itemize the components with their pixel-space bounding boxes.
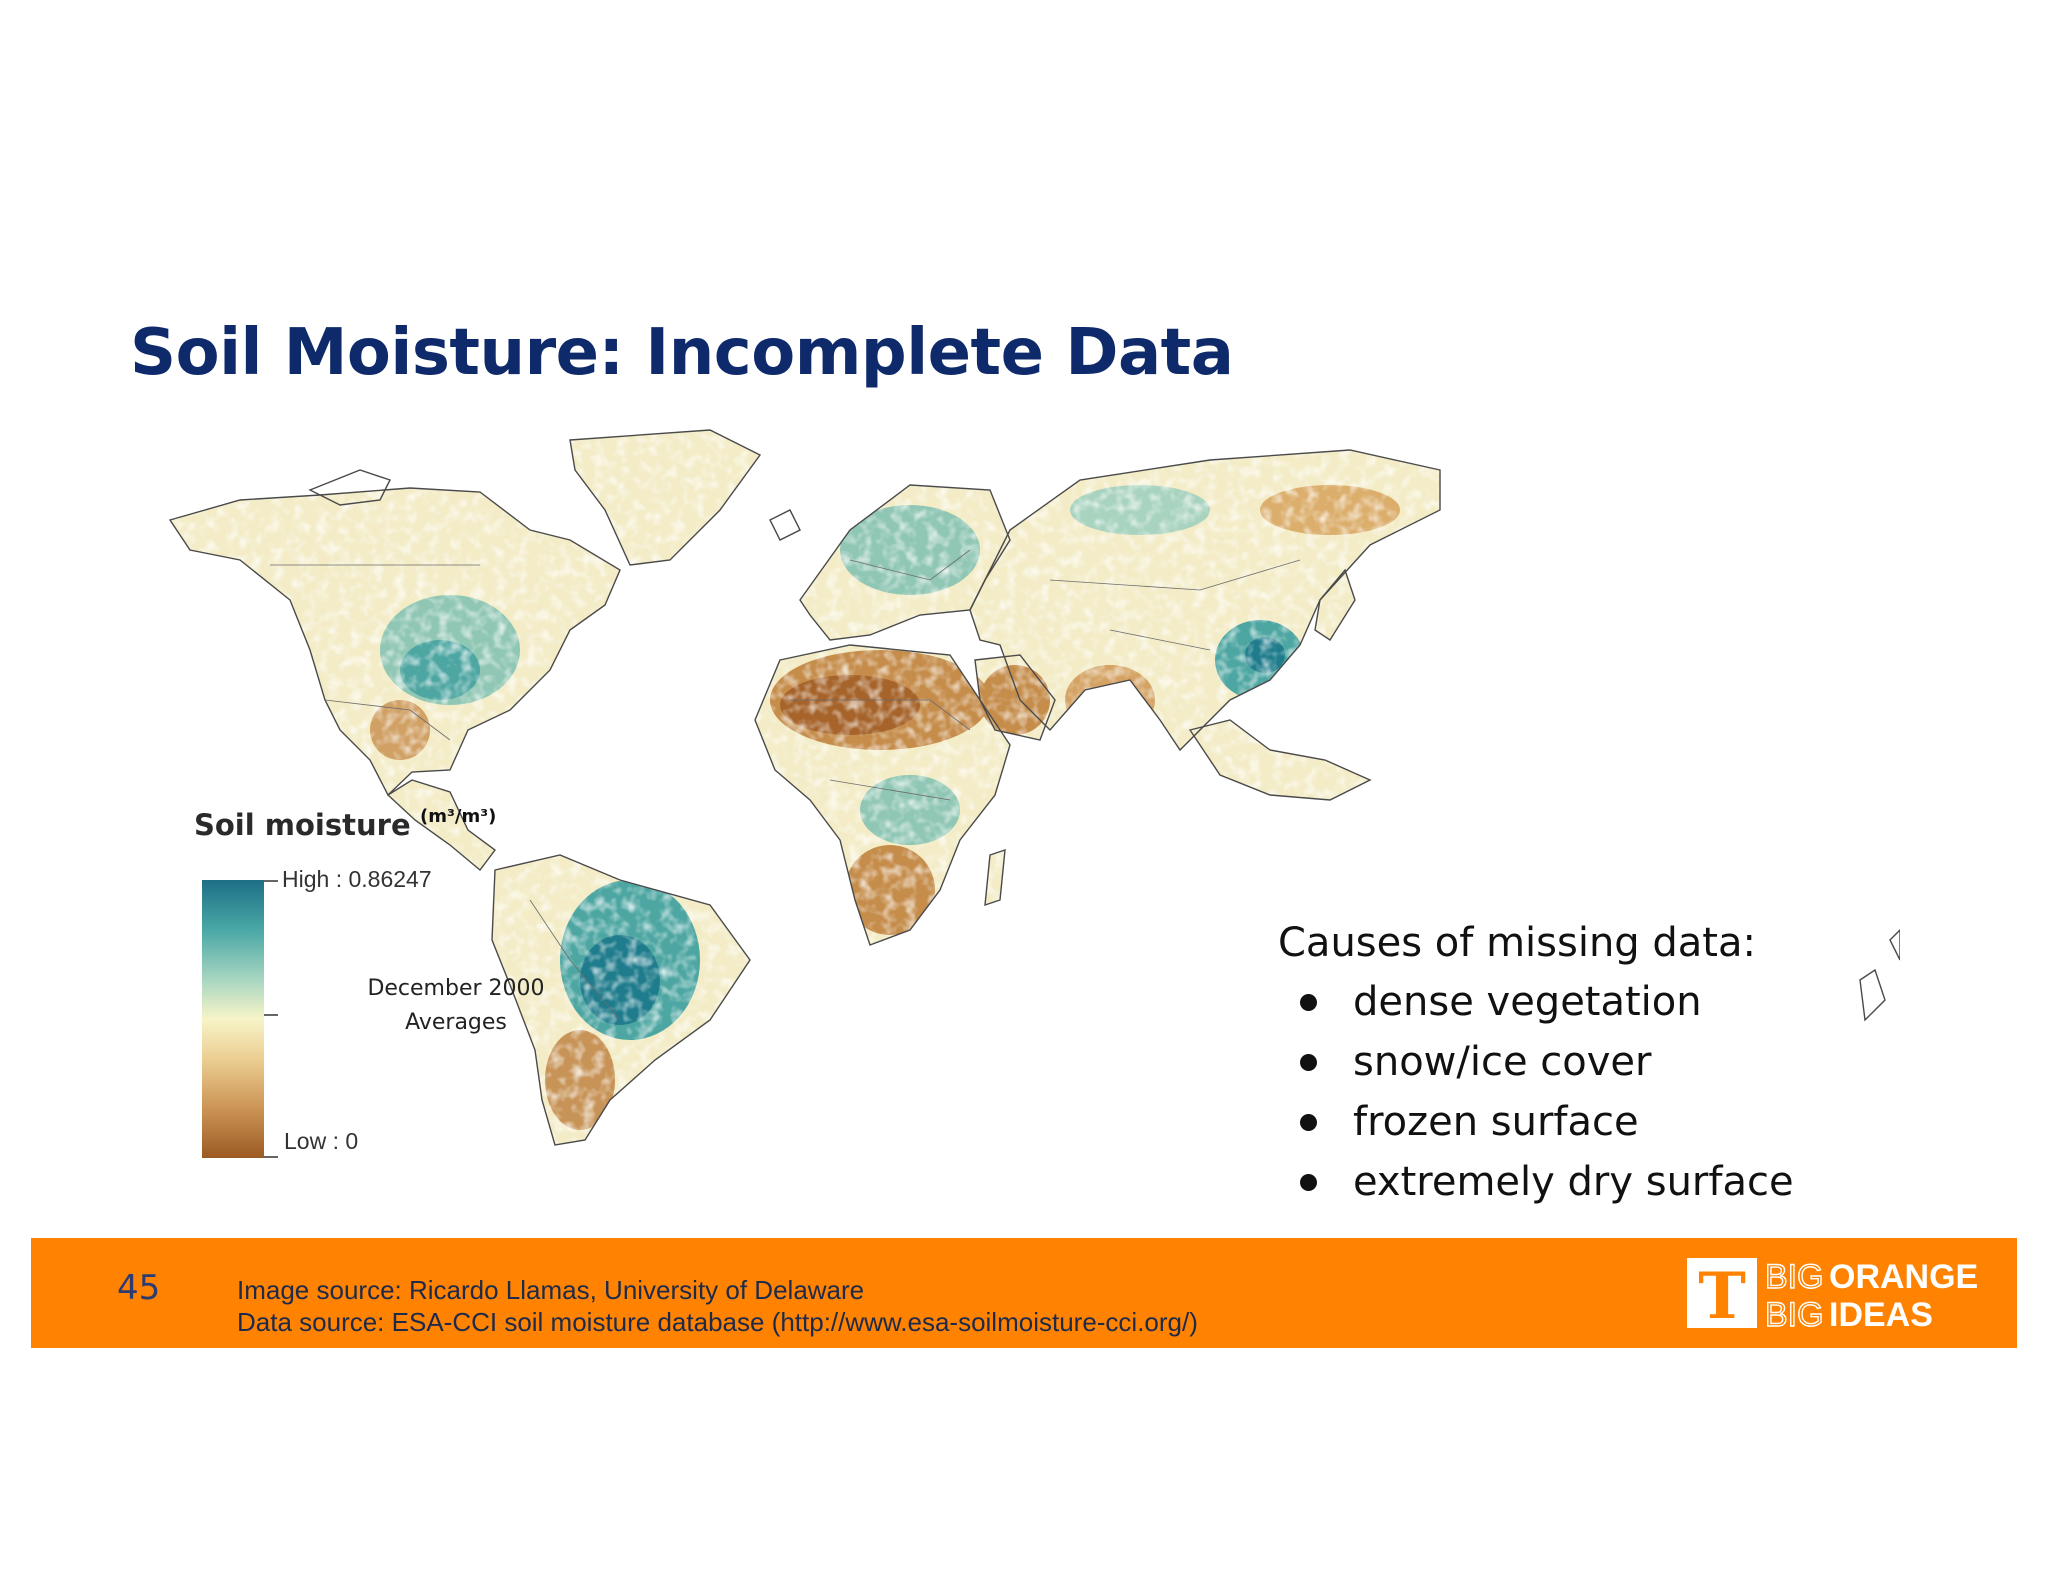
bullet-icon — [1300, 993, 1317, 1011]
period-label: December 2000 Averages — [356, 972, 556, 1040]
causes-list-item: snow/ice cover — [1300, 1032, 1794, 1092]
legend: Soil moisture (m³/m³) High : 0.86247 Low… — [194, 806, 614, 1168]
bullet-icon — [1300, 1053, 1317, 1071]
data-source: Data source: ESA-CCI soil moisture datab… — [237, 1307, 1198, 1337]
logo-big-1: BIG — [1765, 1258, 1824, 1296]
cause-text: frozen surface — [1353, 1099, 1639, 1145]
causes-list-item: extremely dry surface — [1300, 1152, 1794, 1212]
image-source: Image source: Ricardo Llamas, University… — [237, 1275, 865, 1305]
causes-heading: Causes of missing data: — [1278, 920, 1756, 966]
cause-text: extremely dry surface — [1353, 1159, 1794, 1205]
country-borders — [270, 549, 1301, 1021]
source-credits: Image source: Ricardo Llamas, University… — [237, 1274, 1198, 1338]
legend-color-ramp — [202, 880, 264, 1158]
cause-text: snow/ice cover — [1353, 1039, 1652, 1085]
bullet-icon — [1300, 1173, 1317, 1191]
legend-tick-high — [264, 880, 278, 882]
coastlines — [168, 429, 1900, 1146]
logo-t-box — [1687, 1258, 1757, 1328]
causes-list-item: frozen surface — [1300, 1092, 1794, 1152]
slide-title: Soil Moisture: Incomplete Data — [130, 316, 1234, 390]
period-line-1: December 2000 — [367, 976, 545, 1001]
causes-list: dense vegetation snow/ice cover frozen s… — [1278, 972, 1794, 1212]
bullet-icon — [1300, 1113, 1317, 1131]
slide-number: 45 — [117, 1268, 161, 1308]
legend-unit: (m³/m³) — [420, 806, 497, 827]
legend-high-label: High : 0.86247 — [282, 866, 432, 892]
legend-tick-mid — [264, 1014, 278, 1016]
causes-block: Causes of missing data: dense vegetation… — [1278, 920, 1794, 1212]
world-soil-moisture-map — [150, 400, 1900, 1190]
cause-text: dense vegetation — [1353, 979, 1702, 1025]
logo-orange: ORANGE — [1829, 1258, 1978, 1296]
footer-bar: 45 Image source: Ricardo Llamas, Univers… — [31, 1238, 2017, 1348]
big-orange-big-ideas-logo: T BIG ORANGE BIG IDEAS — [1687, 1257, 1978, 1330]
legend-title: Soil moisture — [194, 808, 411, 842]
logo-t-mark: T — [1698, 1259, 1746, 1330]
legend-low-label: Low : 0 — [284, 1128, 359, 1154]
legend-tick-low — [264, 1156, 278, 1158]
period-line-2: Averages — [405, 1010, 507, 1035]
causes-list-item: dense vegetation — [1300, 972, 1794, 1032]
logo-big-2: BIG — [1765, 1296, 1824, 1330]
world-map-svg — [168, 429, 1900, 1146]
logo-ideas: IDEAS — [1829, 1296, 1933, 1330]
